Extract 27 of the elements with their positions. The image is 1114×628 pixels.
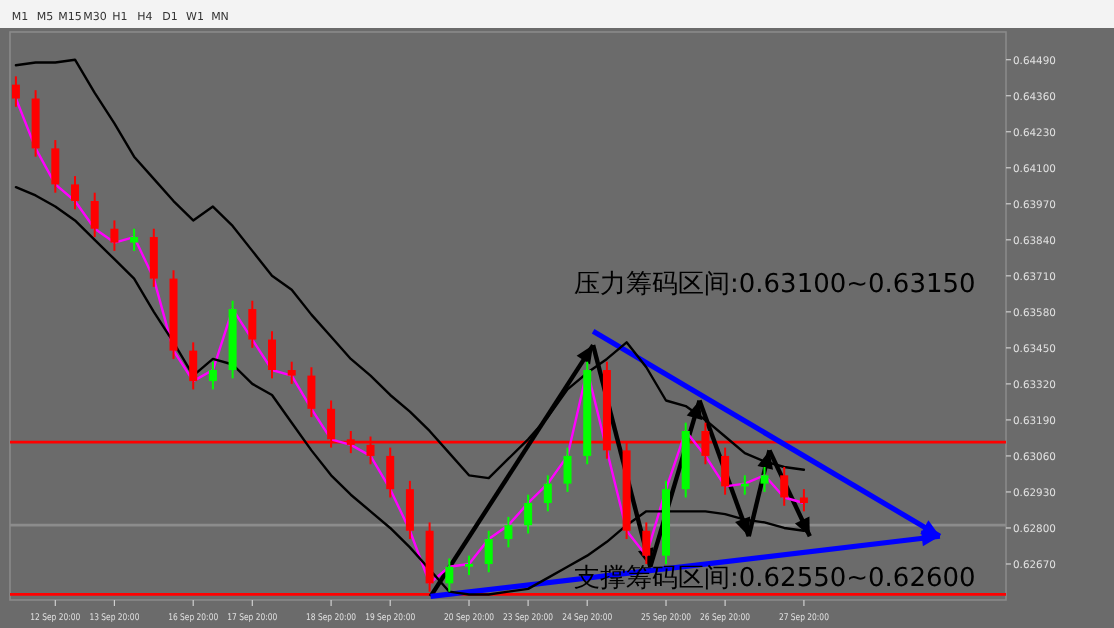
candlestick	[524, 493, 533, 535]
candlestick	[484, 529, 493, 574]
candlestick	[110, 219, 119, 252]
candlestick	[130, 227, 139, 252]
candlestick	[386, 446, 395, 499]
candlestick	[189, 341, 198, 391]
candlestick	[90, 191, 99, 239]
candlestick	[248, 299, 257, 349]
candlestick	[149, 227, 158, 288]
candlestick	[780, 466, 789, 507]
candlestick	[71, 175, 80, 211]
candlestick	[208, 360, 217, 391]
candlestick	[307, 366, 316, 419]
annotation: 压力筹码区间:0.63100~0.63150	[574, 270, 976, 300]
candlestick	[721, 446, 730, 496]
candlestick	[563, 446, 572, 493]
candlestick	[760, 466, 769, 493]
candlestick	[287, 360, 296, 385]
candlestick	[465, 554, 474, 577]
candlestick	[268, 330, 277, 380]
candlestick	[11, 75, 20, 108]
candlestick	[799, 488, 808, 513]
candlestick	[445, 557, 454, 593]
candlestick	[51, 139, 60, 194]
candlestick	[543, 474, 552, 513]
candlestick	[405, 479, 414, 541]
candlestick	[504, 515, 513, 549]
